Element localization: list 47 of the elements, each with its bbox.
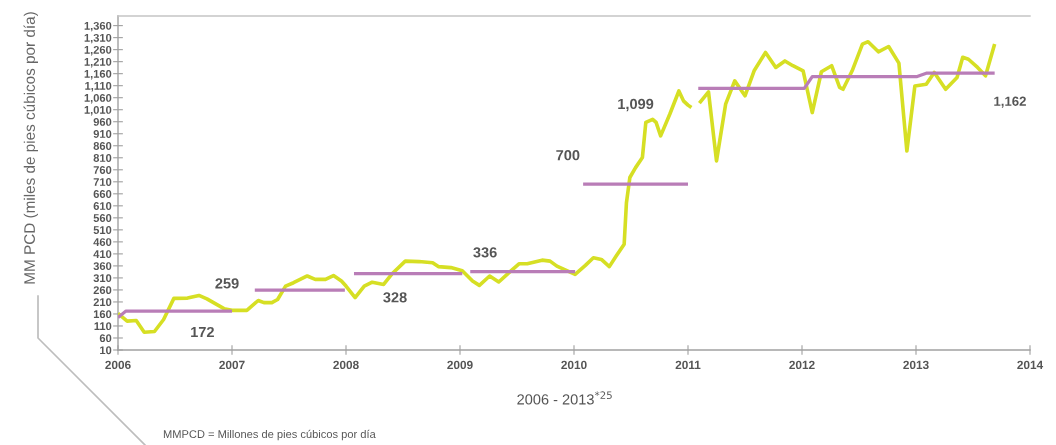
y-tick-label: 1,060: [84, 93, 112, 104]
y-axis-title: MM PCD (miles de pies cúbicos por día): [23, 12, 38, 284]
y-tick-label: 1,260: [84, 45, 112, 56]
y-tick-label: 810: [93, 154, 112, 162]
y-tick-label: 460: [93, 238, 112, 247]
y-tick-label: 260: [93, 286, 112, 295]
y-tick-label: 760: [93, 166, 112, 174]
x-tick-label: 2012: [789, 360, 815, 370]
y-tick-label: 1,310: [84, 33, 112, 44]
y-tick-label: 1,160: [84, 69, 112, 80]
y-tick-label: 210: [93, 298, 112, 307]
y-tick-label: 660: [93, 190, 112, 198]
y-tick-label: 960: [93, 117, 112, 126]
x-axis-title: 2006 - 2013$^{*25}$: [517, 391, 612, 405]
y-tick-label: 910: [93, 130, 112, 138]
x-tick-label: 2009: [447, 360, 473, 370]
annotation: 1,099: [618, 98, 654, 112]
y-tick-label: 310: [93, 274, 112, 283]
x-tick-label: 2006: [105, 360, 131, 370]
y-tick-label: 160: [93, 310, 112, 319]
annotation: 336: [473, 247, 497, 258]
y-tick-label: 560: [93, 214, 112, 222]
y-tick-label: 1,110: [85, 81, 112, 92]
y-tick-label: 610: [93, 202, 112, 210]
y-tick-label: 60: [99, 334, 112, 343]
x-tick-label: 2007: [219, 360, 245, 370]
x-tick-label: 2013: [903, 360, 929, 370]
y-tick-label: 510: [93, 226, 112, 234]
y-tick-label: 10: [100, 346, 112, 355]
annotation: 259: [215, 278, 239, 289]
y-tick-label: 710: [93, 178, 112, 186]
annotation: 700: [556, 150, 580, 161]
text: MMPCD = Millones de pies cúbicos por día: [163, 429, 376, 441]
annotation: 328: [383, 292, 407, 303]
y-tick-label: 410: [93, 250, 112, 259]
annotation: 172: [191, 326, 214, 338]
y-tick-label: 1,360: [84, 21, 112, 32]
annotation: 1,162: [994, 96, 1026, 108]
y-tick-label: 1,010: [84, 105, 112, 116]
x-tick-label: 2010: [561, 360, 587, 370]
y-tick-label: 360: [93, 262, 112, 271]
y-tick-label: 1,210: [84, 57, 112, 68]
x-tick-label: 2014: [1017, 360, 1044, 370]
y-tick-label: 110: [94, 322, 112, 331]
x-tick-label: 2008: [333, 360, 359, 370]
x-tick-label: 2011: [675, 360, 701, 370]
y-tick-label: 860: [93, 142, 112, 150]
